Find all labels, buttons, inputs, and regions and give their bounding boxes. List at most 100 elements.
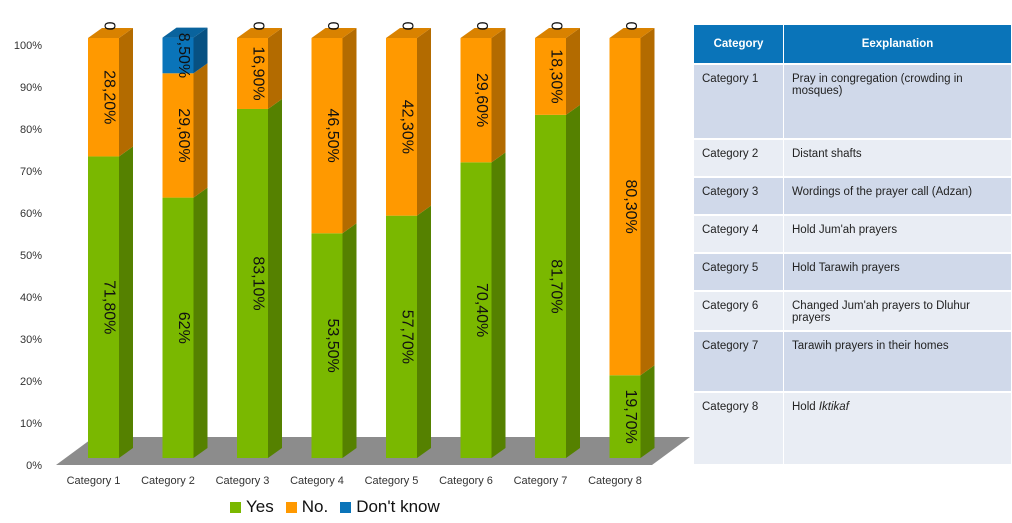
data-label: 53,50% bbox=[324, 319, 341, 373]
explanation-table: Category Eexplanation Category 1 Pray in… bbox=[694, 25, 1012, 464]
x-tick-label: Category 2 bbox=[141, 475, 195, 487]
y-tick-label: 90% bbox=[20, 82, 42, 94]
x-tick-label: Category 6 bbox=[439, 475, 493, 487]
row-category: Category 1 bbox=[694, 63, 784, 139]
bar-segment-yes bbox=[237, 108, 268, 458]
bar-top bbox=[162, 27, 208, 38]
bar-side bbox=[417, 205, 431, 458]
chart-canvas: 0% 10% 20% 30% 40% 50% 60% 70% 80% 90% 100% 71,80% 2… bbox=[14, 22, 690, 487]
bar-top bbox=[237, 28, 282, 38]
data-label: 81,70% bbox=[547, 259, 564, 313]
bar-top bbox=[460, 28, 506, 38]
row-explanation: Hold Iktikaf bbox=[783, 391, 1012, 464]
row-explanation: Hold Tarawih prayers bbox=[783, 252, 1012, 291]
bar-side bbox=[119, 28, 133, 157]
data-label: 0 bbox=[249, 22, 266, 31]
table-row: Category 6 Changed Jum'ah prayers to Dlu… bbox=[694, 290, 1012, 331]
data-label: 19,70% bbox=[622, 389, 639, 443]
data-label: 18,30% bbox=[547, 49, 564, 103]
row-category: Category 6 bbox=[694, 290, 784, 331]
y-tick-label: 40% bbox=[20, 292, 42, 304]
row-explanation: Pray in congregation (crowding in mosque… bbox=[783, 63, 1012, 139]
bar-segment-don-t-know bbox=[162, 37, 194, 74]
table-row: Category 1 Pray in congregation (crowdin… bbox=[694, 63, 1012, 139]
legend-swatch bbox=[230, 501, 241, 513]
row-category: Category 8 bbox=[694, 391, 784, 464]
data-label: 62% bbox=[175, 312, 192, 344]
data-label: 80,30% bbox=[622, 179, 639, 233]
bar-side bbox=[566, 104, 580, 459]
bar-segment-no- bbox=[88, 38, 119, 157]
table-row: Category 3 Wordings of the prayer call (… bbox=[694, 176, 1012, 215]
bar-side bbox=[640, 28, 655, 376]
legend-item: Don't know bbox=[340, 497, 440, 517]
row-explanation: Tarawih prayers in their homes bbox=[783, 330, 1012, 392]
x-tick-label: Category 3 bbox=[216, 475, 270, 487]
row-explanation: Wordings of the prayer call (Adzan) bbox=[783, 176, 1012, 215]
chart-legend: Yes No. Don't know bbox=[230, 497, 440, 517]
data-label: 70,40% bbox=[473, 283, 490, 337]
bar-side bbox=[491, 28, 506, 163]
data-label: 83,10% bbox=[249, 256, 266, 310]
y-tick-label: 10% bbox=[20, 418, 42, 430]
y-tick-label: 80% bbox=[20, 124, 42, 136]
x-tick-label: Category 4 bbox=[290, 475, 344, 487]
bar-segment-yes bbox=[162, 197, 194, 458]
bar-segment-no- bbox=[460, 38, 492, 163]
row-explanation-prefix: Hold bbox=[792, 401, 819, 413]
data-label: 71,80% bbox=[100, 280, 117, 334]
row-explanation: Distant shafts bbox=[783, 138, 1012, 177]
bar-side bbox=[193, 63, 208, 198]
bar-segment-yes bbox=[386, 215, 417, 458]
bar-top bbox=[609, 28, 655, 38]
table-row: Category 7 Tarawih prayers in their home… bbox=[694, 330, 1012, 392]
row-explanation-italic: Iktikaf bbox=[818, 401, 849, 413]
header-explanation: Eexplanation bbox=[783, 25, 1012, 64]
bar-segment-no- bbox=[386, 38, 417, 216]
bar-side bbox=[268, 28, 282, 109]
data-label: 29,60% bbox=[473, 73, 490, 127]
row-category: Category 3 bbox=[694, 176, 784, 215]
data-label: 42,30% bbox=[398, 100, 415, 154]
data-label: 8,50% bbox=[175, 33, 192, 78]
bar-side bbox=[491, 152, 506, 458]
data-label: 0 bbox=[100, 22, 117, 31]
x-tick-label: Category 8 bbox=[588, 475, 642, 487]
y-tick-label: 0% bbox=[26, 460, 42, 472]
y-tick-label: 20% bbox=[20, 376, 42, 388]
bar-top bbox=[535, 28, 580, 38]
bar-side bbox=[268, 98, 282, 458]
data-label: 57,70% bbox=[398, 310, 415, 364]
legend-label: Don't know bbox=[356, 497, 440, 516]
data-label: 0 bbox=[473, 22, 490, 31]
y-tick-label: 30% bbox=[20, 334, 42, 346]
table-row: Category 8 Hold Iktikaf bbox=[694, 391, 1012, 464]
data-label: 0 bbox=[622, 22, 639, 31]
table-row: Category 5 Hold Tarawih prayers bbox=[694, 252, 1012, 291]
row-category: Category 5 bbox=[694, 252, 784, 291]
bar-segment-yes bbox=[460, 162, 492, 458]
header-category: Category bbox=[694, 25, 784, 64]
data-label: 29,60% bbox=[175, 108, 192, 162]
bar-top bbox=[386, 28, 431, 38]
bar-segment-no- bbox=[311, 38, 343, 234]
data-label: 0 bbox=[324, 22, 341, 31]
bar-segment-yes bbox=[609, 375, 641, 458]
x-tick-label: Category 5 bbox=[365, 475, 419, 487]
legend-item: Yes bbox=[230, 497, 274, 517]
y-tick-label: 50% bbox=[20, 250, 42, 262]
row-category: Category 2 bbox=[694, 138, 784, 177]
bar-segment-no- bbox=[237, 38, 268, 109]
data-label: 46,50% bbox=[324, 109, 341, 163]
data-label: 16,90% bbox=[249, 46, 266, 100]
row-explanation: Changed Jum'ah prayers to Dluhur prayers bbox=[783, 290, 1012, 331]
stacked-bar-chart: 0% 10% 20% 30% 40% 50% 60% 70% 80% 90% 100% 71,80% 2… bbox=[14, 22, 690, 517]
legend-item: No. bbox=[285, 497, 329, 517]
bar-segment-no- bbox=[609, 38, 641, 376]
bar-segment-no- bbox=[162, 73, 194, 198]
legend-label: No. bbox=[301, 497, 329, 516]
x-tick-label: Category 1 bbox=[67, 475, 121, 487]
bar-segment-yes bbox=[535, 114, 566, 459]
table-row: Category 2 Distant shafts bbox=[694, 138, 1012, 177]
x-tick-label: Category 7 bbox=[514, 475, 568, 487]
